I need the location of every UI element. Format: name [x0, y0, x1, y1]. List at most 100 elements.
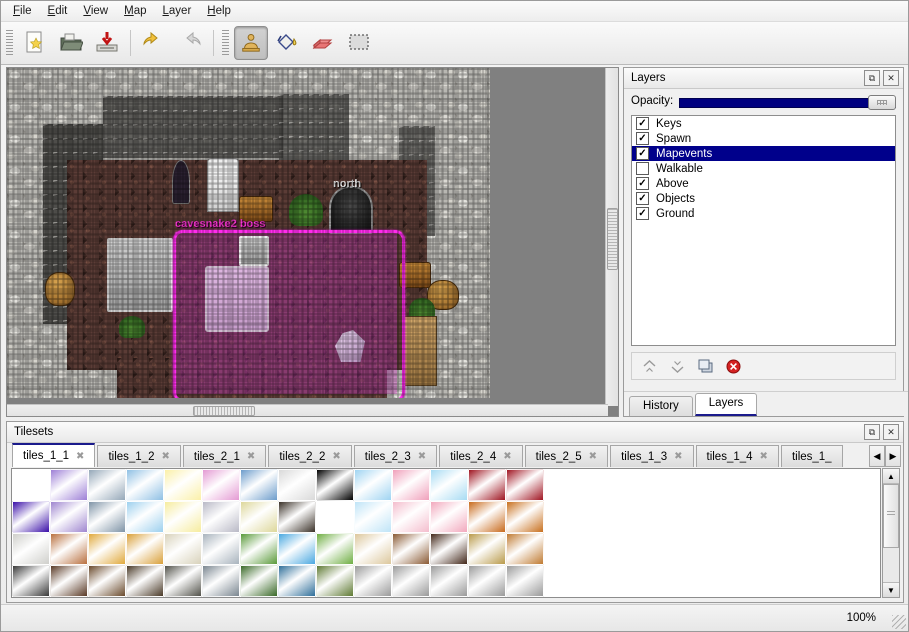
tile-swatch[interactable] [164, 501, 202, 533]
tile-swatch[interactable] [468, 469, 506, 501]
tileset-tab-tiles_2_2[interactable]: tiles_2_2 ✖ [268, 445, 352, 467]
tile-swatch[interactable] [126, 469, 164, 501]
redo-button[interactable] [173, 26, 207, 60]
tile-swatch[interactable] [392, 533, 430, 565]
toolbar-grip[interactable] [6, 30, 13, 56]
tile-swatch[interactable] [392, 469, 430, 501]
close-icon[interactable]: ✕ [883, 70, 899, 86]
tab-close-icon[interactable]: ✖ [161, 451, 170, 462]
layer-checkbox-mapevents[interactable]: ✓ [636, 147, 649, 160]
tileset-tab-tiles_1_partial[interactable]: tiles_1_ [780, 445, 843, 467]
restore-icon[interactable]: ⧉ [864, 70, 880, 86]
tileset-tab-tiles_2_4[interactable]: tiles_2_4 ✖ [439, 445, 523, 467]
tile-swatch[interactable] [278, 533, 316, 565]
menu-view[interactable]: View [75, 3, 116, 19]
tileset-tab-tiles_1_3[interactable]: tiles_1_3 ✖ [610, 445, 694, 467]
tile-swatch[interactable] [88, 501, 126, 533]
undo-button[interactable] [137, 26, 171, 60]
menu-edit[interactable]: Edit [40, 3, 76, 19]
tileset-tab-tiles_1_2[interactable]: tiles_1_2 ✖ [97, 445, 181, 467]
tile-swatch[interactable] [392, 565, 430, 597]
chevron-right-icon[interactable]: ▶ [885, 445, 901, 467]
tile-swatch[interactable] [354, 565, 392, 597]
tile-swatch[interactable] [164, 533, 202, 565]
tile-swatch[interactable] [506, 565, 544, 597]
tile-swatch[interactable] [506, 533, 544, 565]
tile-swatch[interactable] [50, 501, 88, 533]
tile-swatch[interactable] [278, 565, 316, 597]
tile-swatch[interactable] [316, 501, 354, 533]
tile-swatch[interactable] [240, 501, 278, 533]
tileset-tab-tiles_2_3[interactable]: tiles_2_3 ✖ [353, 445, 438, 467]
tile-swatch[interactable] [126, 565, 164, 597]
tile-swatch[interactable] [12, 469, 50, 501]
map-horizontal-scrollbar[interactable] [7, 404, 608, 416]
layer-row-spawn[interactable]: ✓ Spawn [632, 131, 895, 146]
menu-map[interactable]: Map [116, 3, 154, 19]
map-hscroll-thumb[interactable] [193, 406, 255, 416]
layer-checkbox-above[interactable]: ✓ [636, 177, 649, 190]
move-layer-down-icon[interactable] [668, 357, 686, 375]
tile-swatch[interactable] [12, 533, 50, 565]
tile-swatch[interactable] [354, 469, 392, 501]
stamp-tool-button[interactable] [234, 26, 268, 60]
tile-swatch[interactable] [164, 469, 202, 501]
tab-close-icon[interactable]: ✖ [759, 451, 768, 462]
save-button[interactable] [90, 26, 124, 60]
tile-swatch[interactable] [430, 565, 468, 597]
tab-close-icon[interactable]: ✖ [76, 450, 85, 462]
layer-row-keys[interactable]: ✓ Keys [632, 116, 895, 131]
tile-swatch[interactable] [430, 501, 468, 533]
tile-swatch[interactable] [126, 501, 164, 533]
move-layer-up-icon[interactable] [640, 357, 658, 375]
tile-swatch[interactable] [88, 469, 126, 501]
tools-grip[interactable] [222, 30, 229, 56]
tilesets-close-icon[interactable]: ✕ [883, 424, 899, 440]
layer-checkbox-keys[interactable]: ✓ [636, 117, 649, 130]
tab-close-icon[interactable]: ✖ [332, 451, 341, 462]
tile-swatch[interactable] [164, 565, 202, 597]
tile-swatch[interactable] [468, 501, 506, 533]
tile-swatch[interactable] [202, 533, 240, 565]
tileset-tab-tiles_1_1[interactable]: tiles_1_1 ✖ [12, 443, 96, 467]
tile-swatch[interactable] [202, 565, 240, 597]
tile-swatch[interactable] [12, 565, 50, 597]
tile-swatch[interactable] [506, 469, 544, 501]
delete-layer-icon[interactable] [724, 357, 742, 375]
layer-checkbox-objects[interactable]: ✓ [636, 192, 649, 205]
tab-close-icon[interactable]: ✖ [503, 451, 512, 462]
layer-checkbox-ground[interactable]: ✓ [636, 207, 649, 220]
duplicate-layer-icon[interactable] [696, 357, 714, 375]
tile-swatch[interactable] [50, 469, 88, 501]
tile-swatch[interactable] [468, 533, 506, 565]
layer-row-above[interactable]: ✓ Above [632, 176, 895, 191]
map-vscroll-thumb[interactable] [607, 208, 618, 270]
map-vertical-scrollbar[interactable] [605, 68, 618, 406]
tile-swatch[interactable] [316, 469, 354, 501]
tile-swatch[interactable] [316, 533, 354, 565]
tile-swatch[interactable] [278, 469, 316, 501]
scroll-down-icon[interactable]: ▼ [883, 582, 899, 597]
tile-swatch[interactable] [88, 565, 126, 597]
layer-list[interactable]: ✓ Keys ✓ Spawn ✓ Mapevents Walkable ✓ Ab… [631, 115, 896, 346]
menu-help[interactable]: Help [199, 3, 239, 19]
tile-swatch[interactable] [240, 565, 278, 597]
opacity-slider-knob[interactable] [868, 94, 896, 110]
tilesets-restore-icon[interactable]: ⧉ [864, 424, 880, 440]
map-viewport[interactable]: cavesnake2 boss north [6, 67, 619, 417]
tile-swatch[interactable] [430, 533, 468, 565]
tile-swatch[interactable] [240, 469, 278, 501]
select-rectangle-button[interactable] [342, 26, 376, 60]
tile-swatch[interactable] [126, 533, 164, 565]
tileset-tab-tiles_1_4[interactable]: tiles_1_4 ✖ [695, 445, 779, 467]
tab-close-icon[interactable]: ✖ [588, 451, 598, 462]
tileset-tile-grid[interactable] [12, 469, 880, 597]
fill-bucket-button[interactable] [270, 26, 304, 60]
tileset-tab-tiles_2_1[interactable]: tiles_2_1 ✖ [182, 445, 267, 467]
new-button[interactable] [18, 26, 52, 60]
tab-close-icon[interactable]: ✖ [246, 451, 256, 462]
open-button[interactable] [54, 26, 88, 60]
scroll-up-icon[interactable]: ▲ [883, 469, 899, 484]
tab-layers[interactable]: Layers [694, 393, 758, 416]
tile-swatch[interactable] [278, 501, 316, 533]
